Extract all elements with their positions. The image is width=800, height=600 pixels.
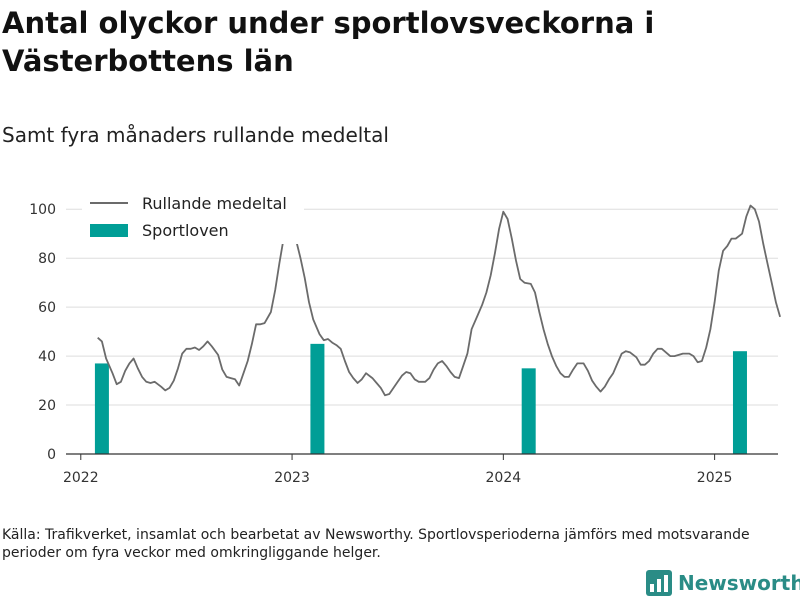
y-tick-label-0: 0 xyxy=(47,447,56,463)
x-tick-label-2023: 2023 xyxy=(274,470,310,486)
chart-bars xyxy=(94,343,747,454)
chart-axes: 0 20 40 60 80 100 2022 2023 2024 2025 xyxy=(29,202,778,486)
legend-label-rullande-medeltal: Rullande medeltal xyxy=(142,194,287,213)
chart-subtitle: Samt fyra månaders rullande medeltal xyxy=(2,123,389,147)
x-tick-label-2025: 2025 xyxy=(697,470,733,486)
y-tick-label-20: 20 xyxy=(38,398,56,414)
line-rullande-medeltal xyxy=(97,204,781,397)
x-tick-label-2024: 2024 xyxy=(486,470,522,486)
bar-sportloven-2025 xyxy=(732,351,747,454)
x-tick-label-2022: 2022 xyxy=(63,470,99,486)
brand-logo[interactable]: Newsworthy xyxy=(646,568,800,598)
source-note: Källa: Trafikverket, insamlat och bearbe… xyxy=(2,527,750,561)
newsworthy-logo-icon xyxy=(646,570,672,596)
chart-line-series xyxy=(97,204,781,397)
legend-label-sportloven: Sportloven xyxy=(142,221,229,240)
bar-sportloven-2023 xyxy=(310,343,325,454)
bar-sportloven-2024 xyxy=(521,368,536,454)
chart-legend: Rullande medeltal Sportloven xyxy=(82,192,304,244)
legend-bar-swatch xyxy=(90,224,128,237)
y-tick-label-100: 100 xyxy=(29,202,56,218)
chart-title: Antal olyckor under sportlovsveckorna i … xyxy=(2,6,655,78)
y-tick-label-40: 40 xyxy=(38,349,56,365)
brand-name: Newsworthy xyxy=(678,571,800,595)
y-tick-label-80: 80 xyxy=(38,251,56,267)
y-tick-label-60: 60 xyxy=(38,300,56,316)
bar-sportloven-2022 xyxy=(94,363,109,454)
chart: 0 20 40 60 80 100 2022 2023 2024 2025 Rullande me… xyxy=(29,192,781,486)
